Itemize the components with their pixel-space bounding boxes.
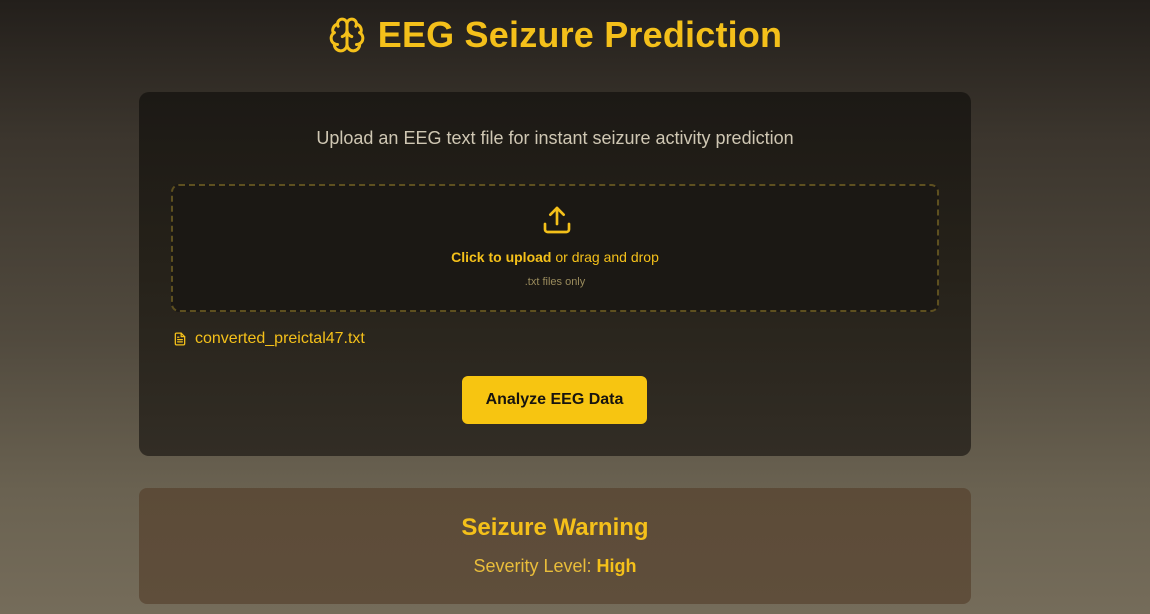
prediction-result: Seizure Warning Severity Level: High xyxy=(139,488,971,604)
analyze-eeg-button[interactable]: Analyze EEG Data xyxy=(462,376,647,424)
brain-icon xyxy=(329,17,365,53)
severity-label: Severity Level: xyxy=(473,556,597,576)
page-header: EEG Seizure Prediction xyxy=(0,14,1110,56)
file-type-hint: .txt files only xyxy=(524,276,586,288)
selected-file: converted_preictal47.txt xyxy=(173,330,365,348)
upload-subtitle: Upload an EEG text file for instant seiz… xyxy=(316,128,794,148)
severity-value: High xyxy=(596,556,637,576)
severity-level: Severity Level: High xyxy=(139,556,971,577)
dropzone-instructions: Click to upload or drag and drop xyxy=(173,249,937,265)
upload-card: Upload an EEG text file for instant seiz… xyxy=(139,92,971,456)
click-to-upload-link[interactable]: Click to upload xyxy=(451,249,552,265)
drag-drop-text: or drag and drop xyxy=(551,249,659,265)
result-title: Seizure Warning xyxy=(461,514,649,541)
upload-icon xyxy=(543,206,571,234)
page-title: EEG Seizure Prediction xyxy=(377,14,783,55)
selected-file-name: converted_preictal47.txt xyxy=(195,330,365,347)
file-icon xyxy=(174,332,186,346)
file-dropzone[interactable]: Click to upload or drag and drop .txt fi… xyxy=(171,184,939,312)
